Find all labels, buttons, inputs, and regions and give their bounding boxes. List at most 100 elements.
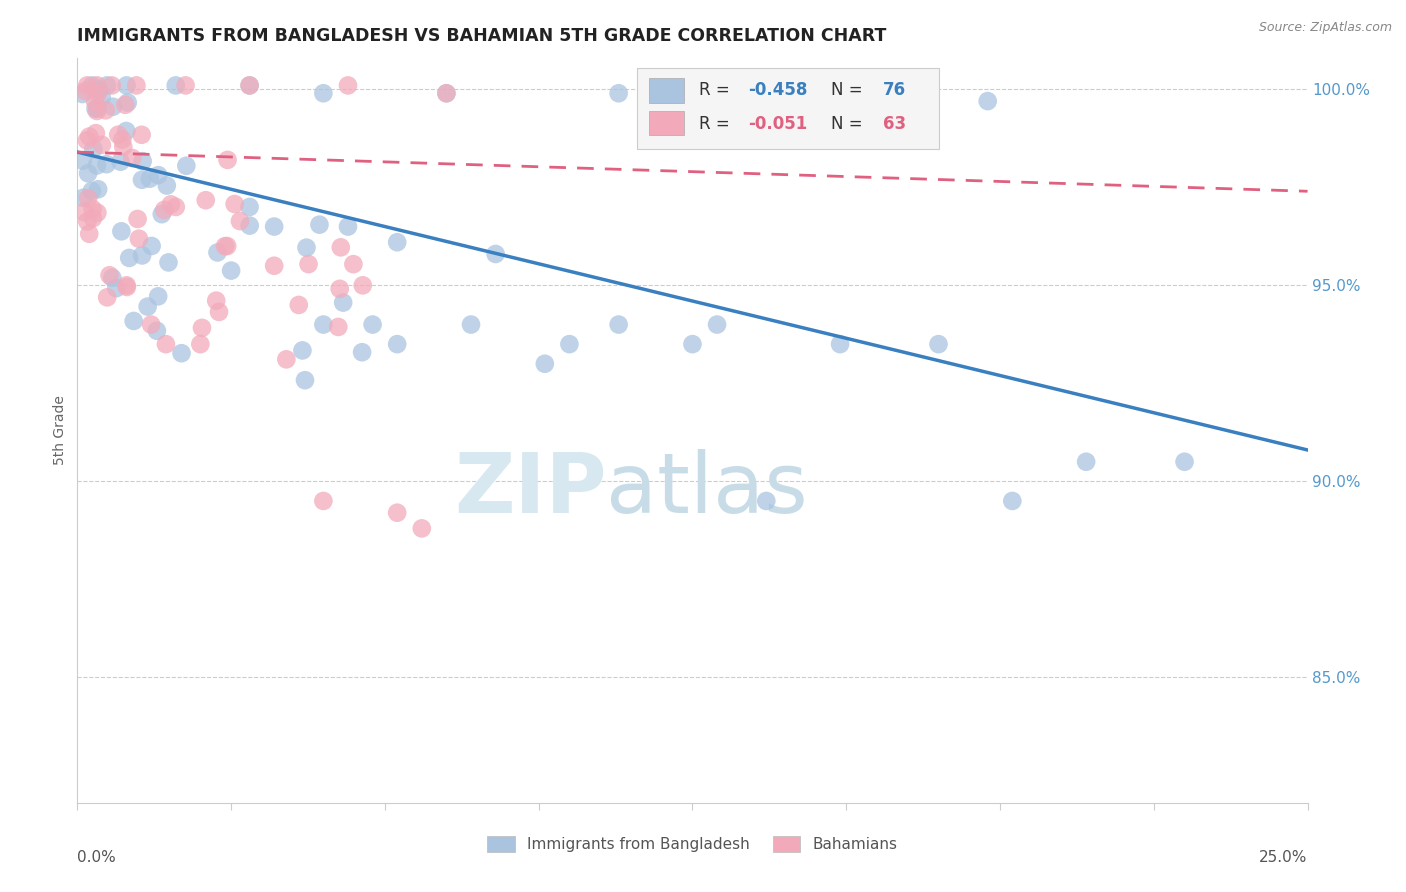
Point: [1001, 494, 1024, 508]
Point: [157, 255, 180, 269]
Point: [337, 219, 360, 234]
Point: [72, 87, 94, 101]
Text: R =: R =: [699, 115, 734, 133]
Point: [141, 239, 163, 253]
Point: [239, 78, 262, 93]
Point: [239, 219, 262, 233]
Point: [118, 251, 141, 265]
Point: [105, 281, 128, 295]
Point: [77, 166, 100, 180]
Point: [125, 78, 148, 93]
Point: [534, 357, 557, 371]
Point: [96, 78, 118, 93]
Point: [308, 218, 330, 232]
Point: [329, 282, 352, 296]
Text: 0.0%: 0.0%: [77, 850, 117, 865]
Legend: Immigrants from Bangladesh, Bahamians: Immigrants from Bangladesh, Bahamians: [481, 830, 904, 858]
Text: 76: 76: [883, 81, 907, 99]
Point: [288, 298, 311, 312]
Text: N =: N =: [831, 115, 869, 133]
Point: [188, 337, 212, 351]
Point: [436, 87, 458, 101]
Point: [385, 337, 409, 351]
Point: [77, 129, 100, 144]
Point: [82, 78, 104, 93]
Point: [131, 248, 153, 262]
Point: [148, 168, 170, 182]
Point: [229, 214, 252, 228]
Point: [115, 124, 138, 138]
Text: 25.0%: 25.0%: [1260, 850, 1308, 865]
Point: [114, 98, 136, 112]
FancyBboxPatch shape: [650, 111, 683, 136]
Y-axis label: 5th Grade: 5th Grade: [53, 395, 67, 466]
Point: [76, 78, 98, 93]
Point: [352, 278, 374, 293]
Point: [170, 346, 193, 360]
Point: [276, 352, 298, 367]
Point: [153, 202, 176, 217]
Point: [485, 247, 508, 261]
Text: ZIP: ZIP: [454, 450, 606, 531]
Point: [94, 103, 117, 118]
Point: [131, 154, 153, 169]
Point: [194, 193, 217, 207]
Text: Source: ZipAtlas.com: Source: ZipAtlas.com: [1258, 21, 1392, 34]
Text: N =: N =: [831, 81, 869, 99]
Point: [110, 154, 132, 169]
Point: [90, 137, 112, 152]
Point: [87, 182, 110, 196]
Point: [111, 132, 134, 146]
Point: [411, 521, 433, 535]
Point: [75, 84, 97, 98]
Point: [96, 157, 118, 171]
Point: [117, 95, 139, 110]
Point: [263, 259, 285, 273]
Point: [136, 300, 159, 314]
Point: [115, 78, 138, 93]
Point: [460, 318, 482, 332]
Text: 63: 63: [883, 115, 907, 133]
Point: [112, 140, 135, 154]
Point: [291, 343, 314, 358]
Point: [82, 211, 104, 226]
Text: atlas: atlas: [606, 450, 808, 531]
Point: [131, 128, 153, 142]
Point: [86, 78, 108, 93]
Point: [174, 78, 197, 93]
Point: [297, 257, 319, 271]
Point: [160, 197, 183, 211]
Point: [977, 94, 1000, 108]
Point: [86, 159, 108, 173]
Point: [263, 219, 285, 234]
Point: [219, 263, 242, 277]
Point: [86, 101, 108, 115]
Point: [115, 278, 138, 293]
Point: [385, 506, 409, 520]
Point: [122, 314, 145, 328]
Point: [332, 295, 354, 310]
Point: [312, 494, 335, 508]
Point: [295, 241, 318, 255]
Text: -0.051: -0.051: [748, 115, 807, 133]
Point: [706, 318, 728, 332]
Point: [342, 257, 364, 271]
Point: [329, 240, 352, 254]
Point: [84, 102, 107, 116]
Point: [207, 245, 229, 260]
Point: [208, 305, 231, 319]
Point: [87, 83, 110, 97]
Point: [76, 214, 98, 228]
Point: [84, 95, 107, 109]
Point: [607, 318, 630, 332]
Point: [214, 239, 236, 253]
Point: [141, 318, 163, 332]
Point: [128, 232, 150, 246]
Point: [127, 211, 149, 226]
Point: [101, 78, 124, 93]
Point: [155, 337, 177, 351]
Point: [361, 318, 384, 332]
Point: [115, 280, 138, 294]
Point: [755, 494, 778, 508]
Point: [90, 90, 112, 104]
